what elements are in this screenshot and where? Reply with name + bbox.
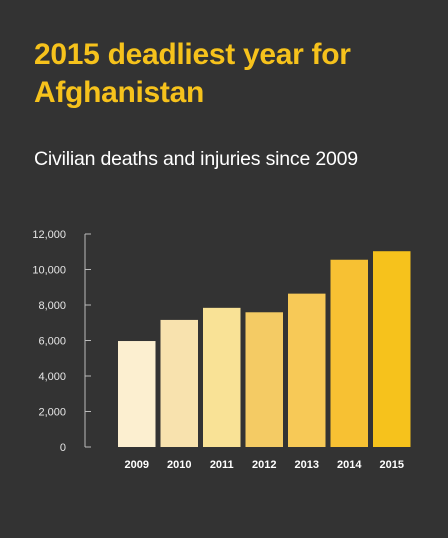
- bar-2010: [160, 319, 198, 447]
- x-tick-label: 2014: [337, 459, 362, 471]
- bar-2012: [245, 312, 283, 447]
- y-tick-label: 10,000: [32, 265, 66, 277]
- bars: [118, 251, 411, 447]
- x-tick-label: 2011: [210, 459, 234, 471]
- x-tick-label: 2010: [167, 459, 191, 471]
- chart-title: 2015 deadliest year for Afghanistan: [34, 38, 351, 109]
- x-tick-label: 2015: [380, 459, 404, 471]
- chart-subtitle: Civilian deaths and injuries since 2009: [34, 148, 358, 170]
- y-axis: 0 2,000 4,000 6,000 8,000 10,000 12,000: [32, 229, 91, 454]
- x-axis: 2009 2010 2011 2012 2013 2014 2015: [125, 459, 404, 471]
- y-tick-label: 6,000: [38, 336, 66, 348]
- y-tick-label: 8,000: [38, 300, 66, 312]
- y-tick-label: 0: [60, 442, 66, 454]
- bar-2013: [288, 293, 326, 447]
- y-tick-label: 2,000: [38, 407, 66, 419]
- x-tick-label: 2012: [252, 459, 276, 471]
- y-tick-label: 12,000: [32, 229, 66, 241]
- x-tick-label: 2009: [125, 459, 149, 471]
- bar-2009: [118, 341, 156, 447]
- y-tick-label: 4,000: [38, 371, 66, 383]
- bar-2014: [330, 259, 368, 447]
- x-tick-label: 2013: [295, 459, 319, 471]
- bar-2011: [203, 307, 241, 447]
- bar-2015: [373, 251, 411, 447]
